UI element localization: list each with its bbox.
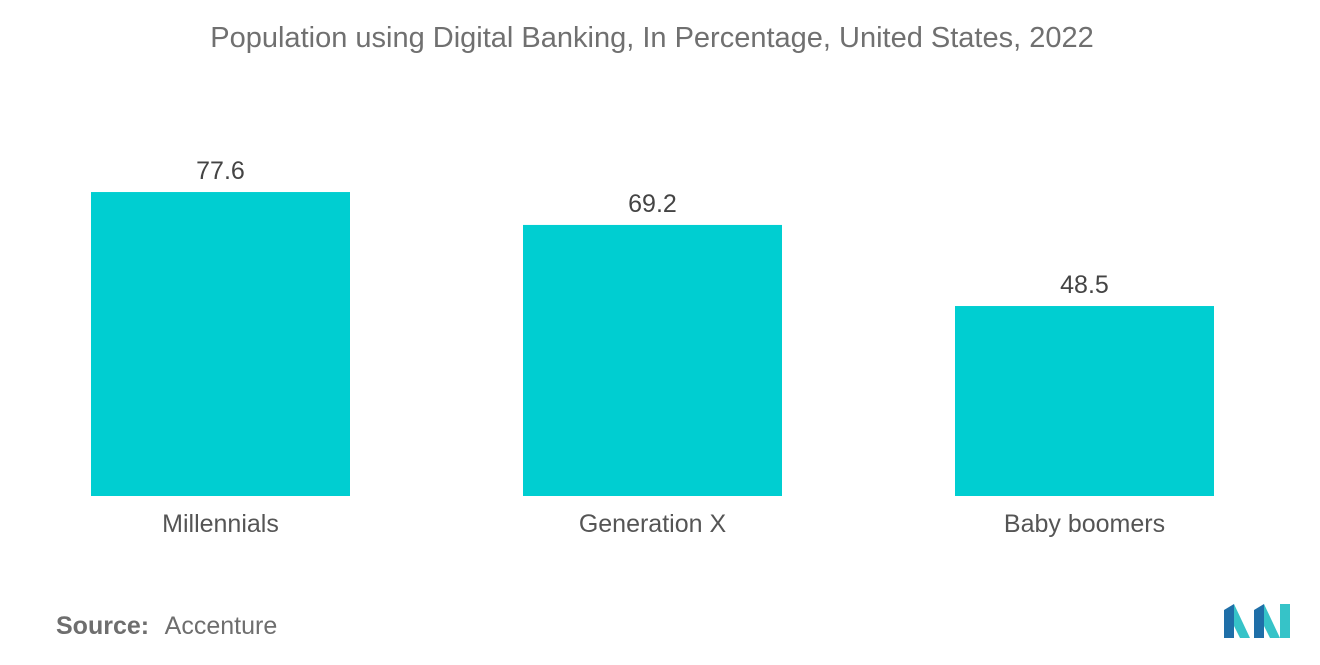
data-label-0: 77.6 [196,157,245,185]
category-label-2: Baby boomers [1004,510,1165,538]
bar-0 [91,192,350,496]
bar-1 [523,224,782,496]
labels-layer: 77.6 Millennials 69.2 Generation X 48.5 Baby … [162,157,1165,538]
logo-shape-mid-left [1234,604,1250,638]
category-label-1: Generation X [579,510,727,538]
logo-shape-left [1224,604,1234,638]
source-note: Source: Accenture [56,612,277,641]
bars-layer [91,192,1214,496]
chart-title: Population using Digital Banking, In Per… [210,22,1094,54]
data-label-2: 48.5 [1060,271,1109,299]
category-label-0: Millennials [162,510,279,538]
bar-2 [955,306,1214,496]
logo-shape-right [1264,604,1280,638]
data-label-1: 69.2 [628,190,677,218]
logo-shape-end [1280,604,1290,638]
source-label: Source: [56,612,150,640]
source-value: Accenture [164,612,278,640]
logo-shape-mid-right [1254,604,1264,638]
brand-logo-icon [1224,604,1290,638]
